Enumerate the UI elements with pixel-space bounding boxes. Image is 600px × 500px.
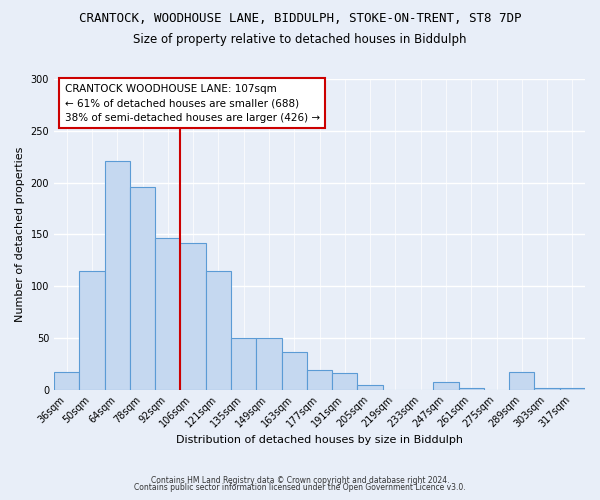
Bar xyxy=(256,338,281,390)
Bar xyxy=(458,388,484,390)
Bar xyxy=(358,386,383,390)
Bar xyxy=(535,388,560,390)
Bar xyxy=(79,270,104,390)
Bar xyxy=(181,242,206,390)
Bar xyxy=(155,238,181,390)
Bar xyxy=(433,382,458,390)
Text: CRANTOCK, WOODHOUSE LANE, BIDDULPH, STOKE-ON-TRENT, ST8 7DP: CRANTOCK, WOODHOUSE LANE, BIDDULPH, STOK… xyxy=(79,12,521,26)
Bar xyxy=(509,372,535,390)
Bar xyxy=(54,372,79,390)
X-axis label: Distribution of detached houses by size in Biddulph: Distribution of detached houses by size … xyxy=(176,435,463,445)
Bar xyxy=(307,370,332,390)
Text: Size of property relative to detached houses in Biddulph: Size of property relative to detached ho… xyxy=(133,32,467,46)
Bar xyxy=(560,388,585,390)
Bar xyxy=(332,373,358,390)
Text: Contains public sector information licensed under the Open Government Licence v3: Contains public sector information licen… xyxy=(134,484,466,492)
Bar xyxy=(231,338,256,390)
Bar xyxy=(206,270,231,390)
Y-axis label: Number of detached properties: Number of detached properties xyxy=(15,146,25,322)
Text: CRANTOCK WOODHOUSE LANE: 107sqm
← 61% of detached houses are smaller (688)
38% o: CRANTOCK WOODHOUSE LANE: 107sqm ← 61% of… xyxy=(65,84,320,124)
Bar xyxy=(104,161,130,390)
Bar xyxy=(281,352,307,390)
Bar xyxy=(130,186,155,390)
Text: Contains HM Land Registry data © Crown copyright and database right 2024.: Contains HM Land Registry data © Crown c… xyxy=(151,476,449,485)
